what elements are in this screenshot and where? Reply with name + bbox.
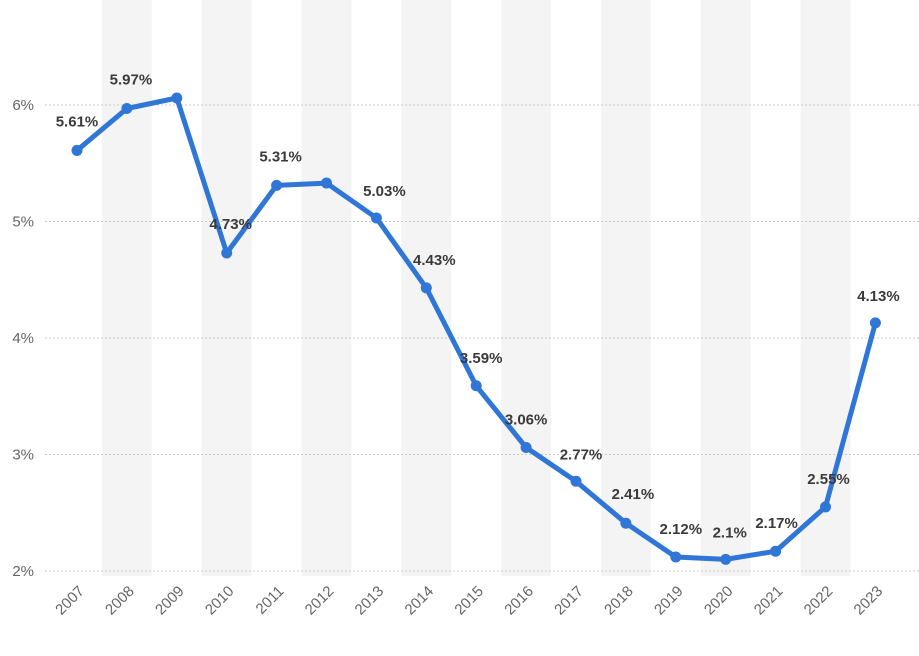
data-labels: 5.61% 5.97% 4.73% 5.31% 5.03% 4.43% 3.59% 3.06%… (56, 71, 900, 541)
data-label: 5.03% (363, 183, 406, 200)
y-tick-label: 2% (12, 563, 34, 580)
x-tick-label: 2007 (52, 583, 88, 619)
data-point (71, 144, 83, 156)
data-point (820, 501, 831, 513)
column-band (101, 0, 152, 576)
data-point (171, 92, 183, 104)
x-tick-label: 2015 (451, 583, 487, 619)
data-point (520, 442, 532, 454)
column-band (201, 0, 252, 576)
x-tick-label: 2019 (651, 583, 687, 619)
data-point (770, 545, 782, 557)
x-tick-label: 2017 (551, 583, 587, 619)
data-point (370, 212, 382, 224)
x-tick-label: 2020 (701, 583, 737, 619)
data-label: 4.73% (209, 216, 252, 233)
data-label: 3.06% (505, 412, 548, 429)
column-band (700, 0, 751, 576)
data-point (221, 247, 233, 259)
data-label: 2.41% (612, 486, 655, 503)
x-tick-label: 2021 (751, 583, 787, 619)
data-point (720, 553, 732, 565)
data-label: 5.31% (259, 148, 302, 165)
data-point (470, 380, 482, 392)
data-point (420, 282, 432, 294)
data-label: 5.61% (56, 113, 99, 130)
data-point (670, 551, 682, 563)
x-tick-label: 2011 (253, 583, 288, 618)
y-axis-ticks: 2% 3% 4% 5% 6% (12, 97, 34, 580)
column-band (800, 0, 851, 576)
column-band (301, 0, 352, 576)
x-tick-label: 2022 (801, 583, 837, 619)
x-tick-label: 2014 (402, 583, 438, 619)
x-tick-label: 2009 (152, 583, 188, 619)
column-band (501, 0, 552, 576)
x-tick-label: 2010 (202, 583, 238, 619)
grid-lines (45, 104, 919, 572)
data-points (71, 92, 881, 565)
series-line (74, 95, 878, 562)
data-label: 4.13% (857, 288, 900, 305)
column-bands (101, 0, 851, 576)
data-label: 4.43% (413, 252, 456, 269)
x-tick-label: 2012 (302, 583, 338, 619)
data-label: 2.17% (755, 515, 798, 532)
data-point (620, 517, 632, 529)
y-tick-label: 6% (12, 97, 34, 114)
data-point (271, 179, 283, 191)
data-label: 5.97% (110, 71, 153, 88)
data-point (121, 102, 133, 114)
data-point (321, 177, 332, 189)
data-label: 2.1% (713, 524, 747, 541)
data-point (869, 317, 881, 329)
x-tick-label: 2008 (102, 583, 138, 619)
data-label: 2.55% (807, 471, 850, 488)
data-label: 3.59% (460, 350, 503, 367)
x-axis-ticks: 2007 2008 2009 2010 2011 2012 2013 2014 2015 2016… (52, 583, 886, 619)
x-tick-label: 2023 (851, 583, 887, 619)
y-tick-label: 3% (12, 447, 34, 464)
column-band (600, 0, 651, 576)
x-tick-label: 2016 (501, 583, 537, 619)
data-label: 2.77% (560, 446, 603, 463)
x-tick-label: 2018 (601, 583, 637, 619)
x-tick-label: 2013 (352, 583, 388, 619)
data-point (570, 475, 582, 487)
y-tick-label: 5% (12, 214, 34, 231)
y-tick-label: 4% (12, 330, 34, 347)
data-label: 2.12% (660, 521, 703, 538)
